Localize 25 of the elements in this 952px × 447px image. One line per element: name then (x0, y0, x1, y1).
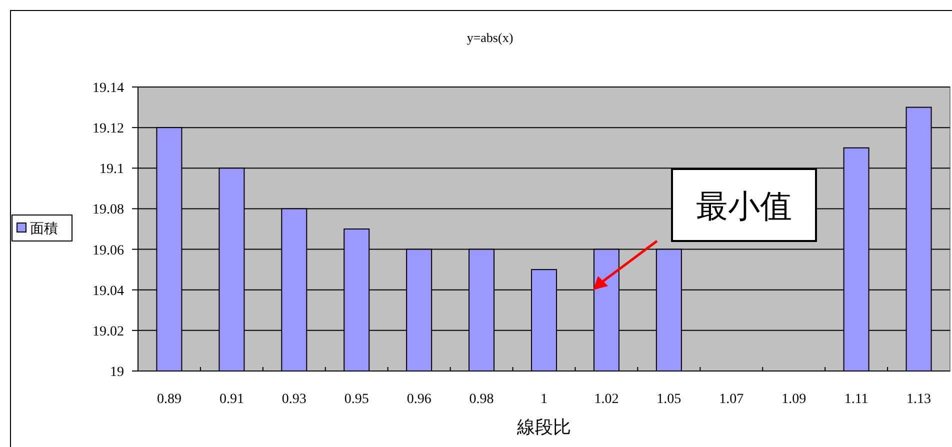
x-tick-label: 1.05 (656, 392, 682, 407)
y-tick-label: 19.06 (92, 243, 124, 258)
y-tick-label: 19.04 (92, 284, 124, 299)
x-tick-label: 1 (540, 392, 548, 407)
y-tick-label: 19.1 (100, 162, 124, 178)
x-tick-label: 0.98 (469, 392, 494, 407)
x-tick-label: 1.02 (594, 392, 619, 407)
legend-label: 面積 (30, 221, 58, 237)
x-tick-label: 0.96 (406, 392, 432, 407)
x-tick-label: 0.91 (219, 392, 244, 407)
x-tick-label: 1.07 (719, 392, 744, 407)
x-tick-label: 1.09 (782, 392, 806, 407)
y-tick-label: 19.14 (92, 81, 124, 96)
annotation: 最小值 (696, 188, 792, 224)
y-tick-label: 19.08 (92, 202, 124, 218)
x-tick-label: 0.93 (282, 392, 306, 407)
x-axis-title: 線段比 (516, 417, 571, 437)
x-tick-label: 1.11 (844, 392, 868, 407)
y-tick-label: 19.12 (92, 122, 124, 137)
y-tick-label: 19.02 (92, 324, 124, 340)
chart-title: y=abs(x) (466, 30, 514, 45)
x-tick-label: 0.95 (344, 392, 369, 407)
x-tick-label: 0.89 (156, 392, 182, 407)
y-tick-label: 19 (110, 365, 124, 380)
x-tick-label: 1.13 (906, 392, 932, 407)
